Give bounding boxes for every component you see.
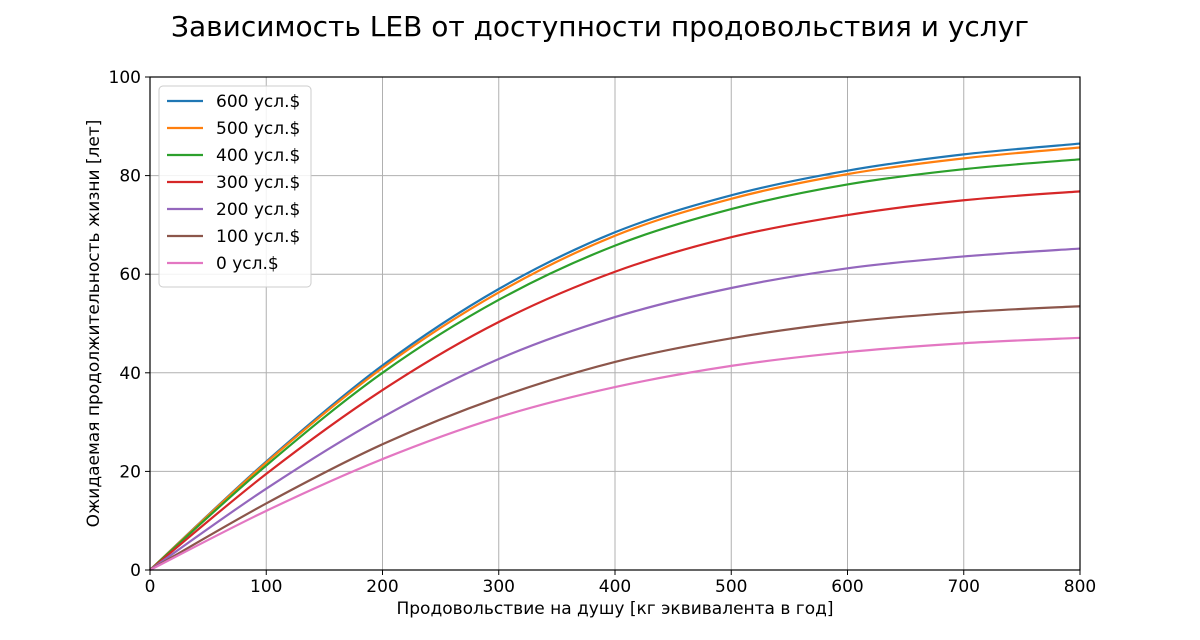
legend-label: 100 усл.$ — [216, 227, 300, 247]
x-tick-label: 100 — [250, 577, 282, 597]
series-line-6 — [149, 336, 1081, 571]
x-tick-label: 200 — [366, 577, 398, 597]
legend-label: 500 усл.$ — [216, 119, 300, 139]
y-tick-label: 100 — [109, 68, 141, 88]
legend-label: 400 усл.$ — [216, 146, 300, 166]
y-tick-label: 80 — [119, 167, 141, 187]
chart-title: Зависимость LEB от доступности продоволь… — [171, 10, 1029, 43]
x-tick-label: 500 — [715, 577, 747, 597]
y-tick-label: 20 — [119, 462, 141, 482]
x-axis-label: Продовольствие на душу [кг эквивалента в… — [396, 599, 833, 619]
x-tick-label: 400 — [599, 577, 631, 597]
series-lines — [149, 142, 1081, 571]
legend-label: 300 усл.$ — [216, 173, 300, 193]
y-tick-label: 40 — [119, 364, 141, 384]
y-tick-label: 60 — [119, 265, 141, 285]
x-tick-label: 700 — [948, 577, 980, 597]
legend: 600 усл.$ 500 усл.$ 400 усл.$ 300 усл.$ 200 … — [158, 85, 312, 288]
y-axis-label: Ожидаемая продолжительность жизни [лет] — [84, 120, 104, 528]
legend-label: 200 усл.$ — [216, 200, 300, 220]
x-tick-label: 0 — [145, 577, 156, 597]
series-line-1 — [149, 146, 1081, 571]
series-line-3 — [149, 190, 1081, 571]
series-line-4 — [149, 247, 1081, 571]
series-line-5 — [149, 305, 1081, 571]
axis-ticks: 0 100 200 300 400 500 600 700 800 0 20 40 60 80 100 — [109, 68, 1097, 597]
y-tick-label: 0 — [130, 561, 141, 581]
x-tick-label: 600 — [831, 577, 863, 597]
legend-label: 600 усл.$ — [216, 92, 300, 112]
x-tick-label: 800 — [1064, 577, 1096, 597]
x-tick-label: 300 — [483, 577, 515, 597]
series-line-2 — [149, 158, 1081, 571]
legend-label: 0 усл.$ — [216, 254, 279, 274]
